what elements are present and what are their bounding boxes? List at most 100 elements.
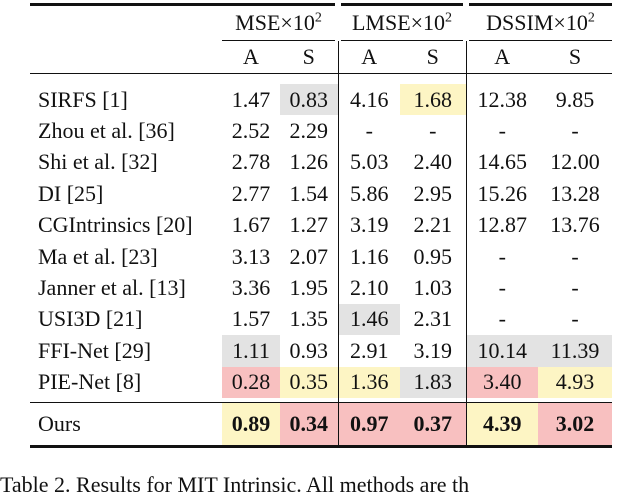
cell: - (571, 243, 579, 269)
spacer-cell (30, 74, 222, 85)
cell: 4.39 (466, 401, 538, 447)
cell: 1.95 (280, 272, 339, 304)
cell: 3.36 (231, 275, 271, 301)
spacer-cell (400, 397, 467, 403)
cell: 2.07 (280, 240, 339, 273)
cell: 1.11 (222, 335, 280, 367)
cell: 2.78 (231, 149, 271, 175)
subheader: A (338, 40, 400, 74)
cell: 1.03 (400, 272, 467, 304)
method-name: Shi et al. [32] (38, 149, 158, 175)
table-row: SIRFS [1] 1.47 0.83 4.16 1.68 12.38 9.85 (30, 84, 612, 116)
spacer-cell (400, 73, 467, 84)
corner (30, 5, 222, 41)
subheader: S (538, 40, 612, 74)
cell: 5.86 (350, 180, 389, 206)
cell: 0.35 (280, 366, 339, 398)
subheader: A (222, 40, 280, 74)
cell: - (498, 118, 506, 144)
table-row: FFI-Net [29] 1.11 0.93 2.91 3.19 10.14 11.39 (30, 335, 612, 367)
spacer (30, 73, 612, 85)
cell: 1.47 (231, 86, 271, 112)
spacer-cell (222, 74, 280, 85)
cell: - (498, 306, 506, 332)
cell: 0.34 (280, 401, 339, 447)
cell: 2.40 (400, 146, 467, 179)
cell: 1.83 (400, 366, 467, 398)
group-exponent: 2 (314, 10, 322, 26)
method-name: Ours (30, 401, 222, 447)
cell: 4.93 (538, 366, 612, 398)
table-body: MSE×102 LMSE×102 DSSIM×102 A S A S A S SIRFS [1] 1… (30, 4, 612, 447)
method-name: PIE-Net [8] (38, 369, 142, 395)
cell: 2.77 (231, 180, 271, 206)
cell: 1.57 (231, 306, 271, 332)
results-table: MSE×102 LMSE×102 DSSIM×102 A S A S A S SIRFS [1] 1… (30, 3, 612, 448)
cell: - (400, 115, 467, 147)
cell: 11.39 (538, 335, 612, 367)
method-name: Zhou et al. [36] (38, 118, 175, 144)
page: MSE×102 LMSE×102 DSSIM×102 A S A S A S SIRFS [1] 1… (0, 3, 612, 497)
cell: 3.02 (538, 401, 612, 447)
table-row: Ma et al. [23] 3.13 2.07 1.16 0.95 - - (30, 240, 612, 273)
table-row: CGIntrinsics [20] 1.67 1.27 3.19 2.21 12.87 13… (30, 209, 612, 241)
spacer-cell (280, 73, 339, 84)
cell: 15.26 (477, 180, 528, 206)
group-header: LMSE×102 (335, 4, 466, 41)
cell: 2.95 (400, 178, 467, 210)
cell: 3.40 (466, 366, 538, 398)
table-row: Janner et al. [13] 3.36 1.95 2.10 1.03 - - (30, 272, 612, 304)
cell: - (365, 118, 373, 144)
cell: 0.93 (280, 335, 339, 367)
group-label: MSE×10 (235, 10, 315, 35)
method-name: FFI-Net [29] (38, 337, 152, 363)
group-exponent: 2 (587, 10, 595, 26)
cell: 1.26 (280, 146, 339, 179)
caption: Table 2. Results for MIT Intrinsic. All … (0, 472, 470, 497)
group-label: LMSE×10 (351, 10, 446, 35)
method-name: Janner et al. [13] (38, 275, 186, 301)
cell: 13.76 (550, 212, 600, 238)
cell: 1.68 (400, 84, 467, 116)
header-row: MSE×102 LMSE×102 DSSIM×102 (30, 4, 612, 41)
cell: - (571, 306, 579, 332)
cell: 0.83 (280, 84, 339, 116)
cell: 0.37 (400, 401, 467, 447)
cell: 13.28 (550, 180, 600, 206)
spacer (30, 397, 612, 403)
subheader: S (400, 40, 467, 74)
cell: 2.29 (280, 115, 339, 147)
table-row: DI [25] 2.77 1.54 5.86 2.95 15.26 13.28 (30, 178, 612, 210)
cell: 1.35 (280, 303, 339, 336)
cell: 14.65 (477, 149, 528, 175)
cell: 10.14 (466, 335, 538, 367)
cell: 0.89 (222, 401, 280, 447)
method-name: USI3D [21] (38, 306, 143, 332)
table-row: PIE-Net [8] 0.28 0.35 1.36 1.83 3.40 4.93 (30, 366, 612, 398)
cell: - (571, 118, 579, 144)
cell: 0.95 (400, 240, 467, 273)
cell: - (498, 275, 506, 301)
cell: - (498, 243, 506, 269)
method-name: CGIntrinsics [20] (38, 212, 193, 238)
group-label: DSSIM×10 (486, 10, 588, 35)
method-name: DI [25] (38, 180, 104, 206)
cell: 1.36 (338, 366, 400, 398)
group-header: DSSIM×102 (463, 4, 612, 41)
cell: 1.16 (350, 243, 389, 269)
cell: 2.21 (400, 209, 467, 241)
cell: 4.16 (350, 86, 389, 112)
cell: 2.10 (350, 275, 389, 301)
table-row: USI3D [21] 1.57 1.35 1.46 2.31 - - (30, 303, 612, 336)
subheader: A (466, 40, 538, 74)
cell: 3.19 (400, 335, 467, 367)
table-row: Ours 0.89 0.34 0.97 0.37 4.39 3.02 (30, 401, 612, 447)
cell: 2.31 (400, 303, 467, 336)
cell: 0.97 (338, 401, 400, 447)
cell: 9.85 (555, 86, 595, 112)
cell: 1.46 (338, 303, 400, 336)
cell: 12.38 (477, 86, 528, 112)
cell: 1.54 (280, 178, 339, 210)
method-name: SIRFS [1] (38, 86, 128, 112)
